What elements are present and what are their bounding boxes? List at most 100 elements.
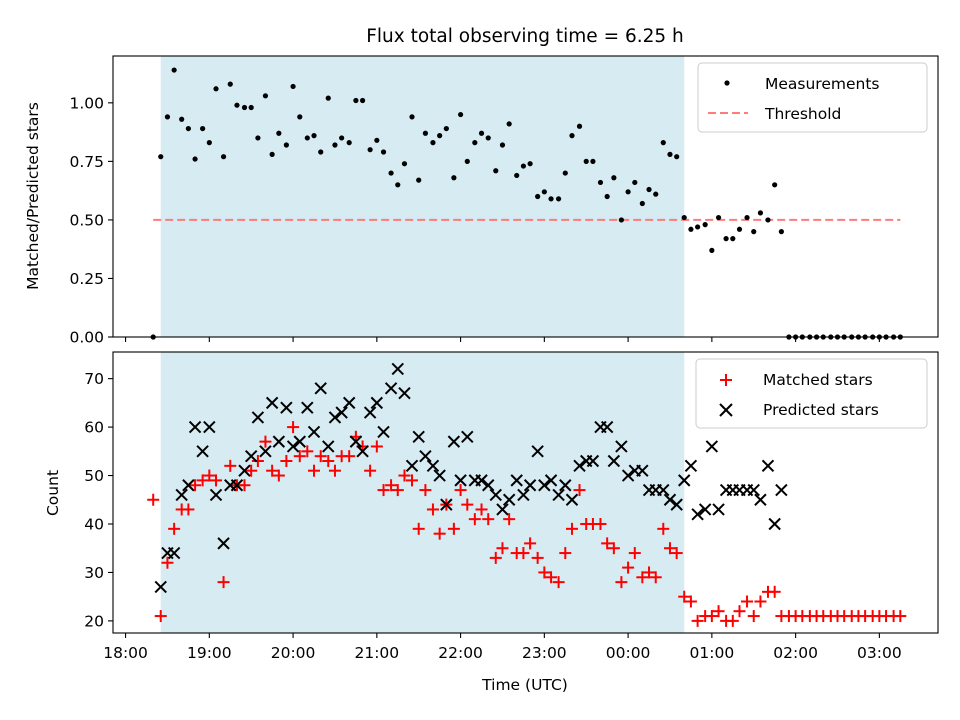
matched-star-point [433, 527, 446, 540]
measurement-point [367, 147, 373, 153]
measurement-point [472, 140, 478, 146]
matched-star-point [573, 484, 586, 497]
measurement-point [339, 135, 345, 141]
matched-star-point [314, 450, 327, 463]
predicted-star-point [600, 420, 614, 434]
measurement-point [541, 189, 547, 195]
measurement-point [409, 114, 415, 120]
matched-star-point [301, 445, 314, 458]
measurement-point [262, 93, 269, 99]
matched-star-point [182, 503, 195, 516]
matched-star-point [622, 561, 635, 574]
matched-star-point [412, 522, 425, 535]
predicted-stars-series [154, 362, 788, 594]
predicted-star-point [754, 493, 767, 506]
predicted-star-point [544, 474, 558, 487]
measurement-point [304, 135, 310, 141]
matched-star-point [224, 459, 237, 472]
y-tick-label: 30 [84, 564, 104, 582]
measurement-point [234, 102, 240, 108]
predicted-star-point [517, 488, 530, 502]
bottom-plot-frame [112, 351, 939, 634]
matched-star-point [657, 522, 670, 535]
measurement-point [632, 179, 638, 186]
matched-star-point [343, 450, 356, 463]
matched-star-point [615, 576, 628, 589]
x-tick-label: 01:00 [690, 644, 735, 662]
matched-star-point [545, 571, 558, 584]
measurement-point [269, 151, 275, 157]
predicted-star-point [747, 483, 760, 497]
matched-star-point [649, 571, 662, 584]
matched-star-point [447, 522, 460, 535]
predicted-star-point [621, 469, 635, 482]
measurement-point [520, 163, 527, 169]
matched-star-point [636, 571, 649, 584]
matched-star-point [280, 455, 293, 468]
measurement-point [346, 140, 352, 146]
matched-star-point [468, 513, 481, 526]
matched-star-point [161, 556, 174, 569]
measurement-point [241, 104, 248, 111]
x-tick-label: 22:00 [438, 644, 483, 662]
measurement-point [576, 123, 583, 129]
matched-star-point [559, 547, 572, 560]
top-legend: Measurements Threshold [697, 62, 928, 133]
predicted-star-point [167, 546, 181, 560]
measurement-point [772, 182, 778, 188]
predicted-star-point [238, 464, 251, 477]
measurement-point [688, 226, 694, 232]
measurement-point [200, 125, 206, 132]
matched-star-point [601, 537, 614, 550]
predicted-star-point [370, 396, 384, 410]
measurement-point [715, 214, 722, 221]
predicted-star-point [398, 386, 411, 400]
matched-star-point [741, 595, 754, 608]
matched-star-point [238, 479, 251, 492]
matched-star-point [426, 503, 439, 516]
predicted-star-point [538, 479, 551, 492]
y-tick-label: 40 [84, 515, 104, 533]
matched-star-point [147, 493, 160, 506]
measurement-point [723, 236, 729, 242]
matched-star-point [377, 484, 390, 497]
matched-star-point [454, 484, 467, 497]
predicted-star-point [377, 425, 390, 439]
measurement-point [744, 214, 750, 221]
bottom-legend-box [695, 358, 928, 429]
y-tick-label: 0.50 [69, 211, 104, 229]
predicted-star-point [314, 382, 327, 395]
predicted-star-point [761, 459, 775, 473]
matched-star-point [489, 551, 502, 564]
measurement-point [548, 196, 554, 202]
matched-star-point [726, 614, 739, 627]
predicted-star-point [286, 440, 300, 453]
matched-star-point [503, 513, 516, 526]
top-y-axis-label: Matched/Predicted stars [24, 102, 42, 290]
measurement-point [751, 229, 757, 235]
legend-predicted-marker [719, 403, 733, 417]
predicted-star-point [461, 430, 474, 443]
predicted-star-point [203, 420, 216, 434]
matched-star-point [684, 595, 697, 608]
y-tick-label: 0.25 [69, 270, 104, 288]
predicted-star-point [342, 396, 356, 410]
predicted-star-point [607, 454, 621, 468]
measurement-point [681, 214, 687, 221]
matched-star-point [419, 484, 432, 497]
matched-star-point [894, 610, 907, 623]
predicted-star-point [272, 435, 286, 448]
predicted-star-point [328, 411, 342, 424]
matched-star-point [524, 537, 537, 550]
predicted-star-point [405, 459, 419, 473]
measurement-point [597, 179, 604, 186]
predicted-star-point [412, 430, 425, 443]
measurement-point [653, 191, 659, 197]
predicted-star-point [419, 449, 432, 463]
predicted-star-point [559, 479, 572, 492]
measurement-point [179, 116, 185, 122]
predicted-star-point [440, 498, 453, 511]
bottom-y-axis-label: Count [44, 470, 62, 516]
predicted-star-point [188, 420, 202, 434]
measurement-point [499, 142, 506, 148]
